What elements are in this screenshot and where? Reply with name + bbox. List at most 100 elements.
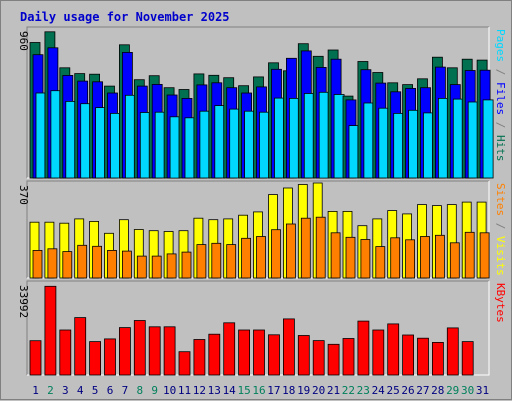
bar-pages-day-7 [125, 94, 136, 179]
legend-entry: Sites [494, 183, 507, 216]
bar-sites-day-7 [122, 250, 132, 279]
x-tick-label-day-8: 8 [136, 384, 143, 397]
bar-kbytes-day-7 [119, 327, 131, 376]
x-tick-label-day-18: 18 [282, 384, 295, 397]
bar-sites-day-20 [315, 216, 326, 279]
bar-sites-day-11 [181, 251, 192, 279]
bar-sites-day-14 [226, 244, 237, 279]
bar-sites-day-24 [375, 246, 386, 279]
x-tick-label-day-26: 26 [401, 384, 414, 397]
x-tick-label-day-31: 31 [476, 384, 489, 397]
bar-kbytes-day-1 [29, 340, 42, 376]
bar-sites-day-19 [300, 217, 311, 279]
bar-kbytes-day-5 [89, 341, 101, 376]
bar-kbytes-day-28 [431, 341, 444, 376]
panel-kbytes: 33992 KBytes [17, 280, 507, 376]
x-tick-label-day-4: 4 [77, 384, 84, 397]
bar-kbytes-day-11 [178, 351, 191, 376]
panel-max-label: 33992 [17, 285, 30, 318]
bar-pages-day-4 [80, 103, 92, 179]
bar-kbytes-day-20 [312, 340, 325, 376]
bar-sites-day-29 [449, 242, 460, 279]
x-tick-label-day-6: 6 [107, 384, 114, 397]
panel-hits-files-pages: 960 Pages / Files / Hits [17, 26, 507, 179]
x-tick-label-day-14: 14 [223, 384, 237, 397]
x-tick-label-day-20: 20 [312, 384, 325, 397]
x-tick-label-day-27: 27 [416, 384, 429, 397]
x-tick-label-day-7: 7 [122, 384, 129, 397]
bar-sites-day-27 [420, 236, 430, 279]
x-tick-label-day-16: 16 [252, 384, 265, 397]
x-tick-label-day-23: 23 [357, 384, 370, 397]
bar-pages-day-14 [229, 108, 241, 179]
panel-legend: Sites / Visits [494, 183, 507, 276]
bar-kbytes-day-16 [253, 329, 265, 376]
bar-pages-day-5 [95, 107, 106, 179]
bar-kbytes-day-17 [268, 334, 280, 376]
panel-shadow-edge [26, 26, 489, 178]
x-tick-label-day-1: 1 [32, 384, 39, 397]
bar-kbytes-day-30 [461, 341, 474, 376]
x-axis-day-labels: 1 2 3 4 5 6 7 8 9 10 11 12 13 14 15 16 17 18 19 20 21 22 23 24 2… [32, 384, 489, 397]
bar-sites-day-1 [32, 249, 43, 279]
x-tick-label-day-19: 19 [297, 384, 310, 397]
x-tick-label-day-5: 5 [92, 384, 99, 397]
panel-max-label: 370 [17, 185, 30, 205]
panel-visits-sites: 370 Sites / Visits [17, 180, 507, 279]
bar-pages-day-31 [482, 99, 494, 179]
bar-kbytes-day-19 [297, 335, 310, 376]
bar-pages-day-9 [154, 111, 166, 179]
legend-entry: / [494, 115, 507, 135]
x-tick-label-day-21: 21 [327, 384, 340, 397]
bar-kbytes-day-24 [372, 329, 385, 376]
bar-kbytes-day-2 [44, 285, 57, 376]
bar-kbytes-day-21 [327, 343, 340, 376]
bar-kbytes-day-9 [148, 326, 161, 376]
x-tick-label-day-15: 15 [237, 384, 250, 397]
legend-entry: Files [494, 82, 507, 115]
x-tick-label-day-25: 25 [386, 384, 399, 397]
x-tick-label-day-17: 17 [267, 384, 280, 397]
bar-sites-day-5 [92, 245, 102, 279]
panel-legend: Pages / Files / Hits [494, 29, 507, 162]
bar-kbytes-day-25 [387, 323, 400, 376]
x-tick-label-day-22: 22 [342, 384, 355, 397]
bar-pages-day-12 [199, 110, 211, 179]
bar-kbytes-day-8 [133, 320, 146, 376]
legend-entry: KBytes [494, 283, 507, 323]
bar-kbytes-day-3 [59, 329, 72, 376]
bar-sites-day-31 [479, 232, 490, 279]
panel-shadow-edge [26, 280, 489, 375]
x-tick-label-day-30: 30 [461, 384, 474, 397]
bar-sites-day-4 [77, 244, 88, 279]
bar-pages-day-6 [110, 113, 121, 179]
bar-pages-day-24 [378, 107, 390, 179]
legend-entry: Visits [494, 236, 507, 276]
bar-sites-day-17 [271, 229, 281, 279]
bar-kbytes-day-23 [357, 320, 370, 376]
x-tick-label-day-12: 12 [193, 384, 206, 397]
bar-kbytes-day-12 [193, 339, 206, 376]
x-tick-label-day-29: 29 [446, 384, 459, 397]
chart-panels: 960 Pages / Files / Hits 370 Sites / Visits… [17, 26, 507, 376]
panel-legend: KBytes [494, 283, 507, 323]
bar-sites-day-22 [345, 236, 356, 279]
bar-pages-day-29 [452, 98, 464, 179]
bar-sites-day-10 [166, 253, 177, 279]
bar-kbytes-day-27 [417, 337, 429, 376]
bar-kbytes-day-26 [402, 334, 415, 376]
legend-entry: / [494, 62, 507, 82]
legend-entry: Pages [494, 29, 507, 62]
bar-kbytes-day-29 [446, 327, 459, 376]
panel-shadow-edge [26, 180, 489, 278]
bar-sites-day-2 [47, 248, 58, 279]
chart-title: Daily usage for November 2025 [20, 10, 230, 24]
bar-sites-day-3 [62, 251, 73, 279]
bar-kbytes-day-10 [163, 326, 176, 376]
legend-entry: Hits [494, 135, 507, 162]
bar-sites-day-26 [405, 239, 416, 279]
x-tick-label-day-28: 28 [431, 384, 444, 397]
bar-sites-day-15 [241, 237, 252, 279]
